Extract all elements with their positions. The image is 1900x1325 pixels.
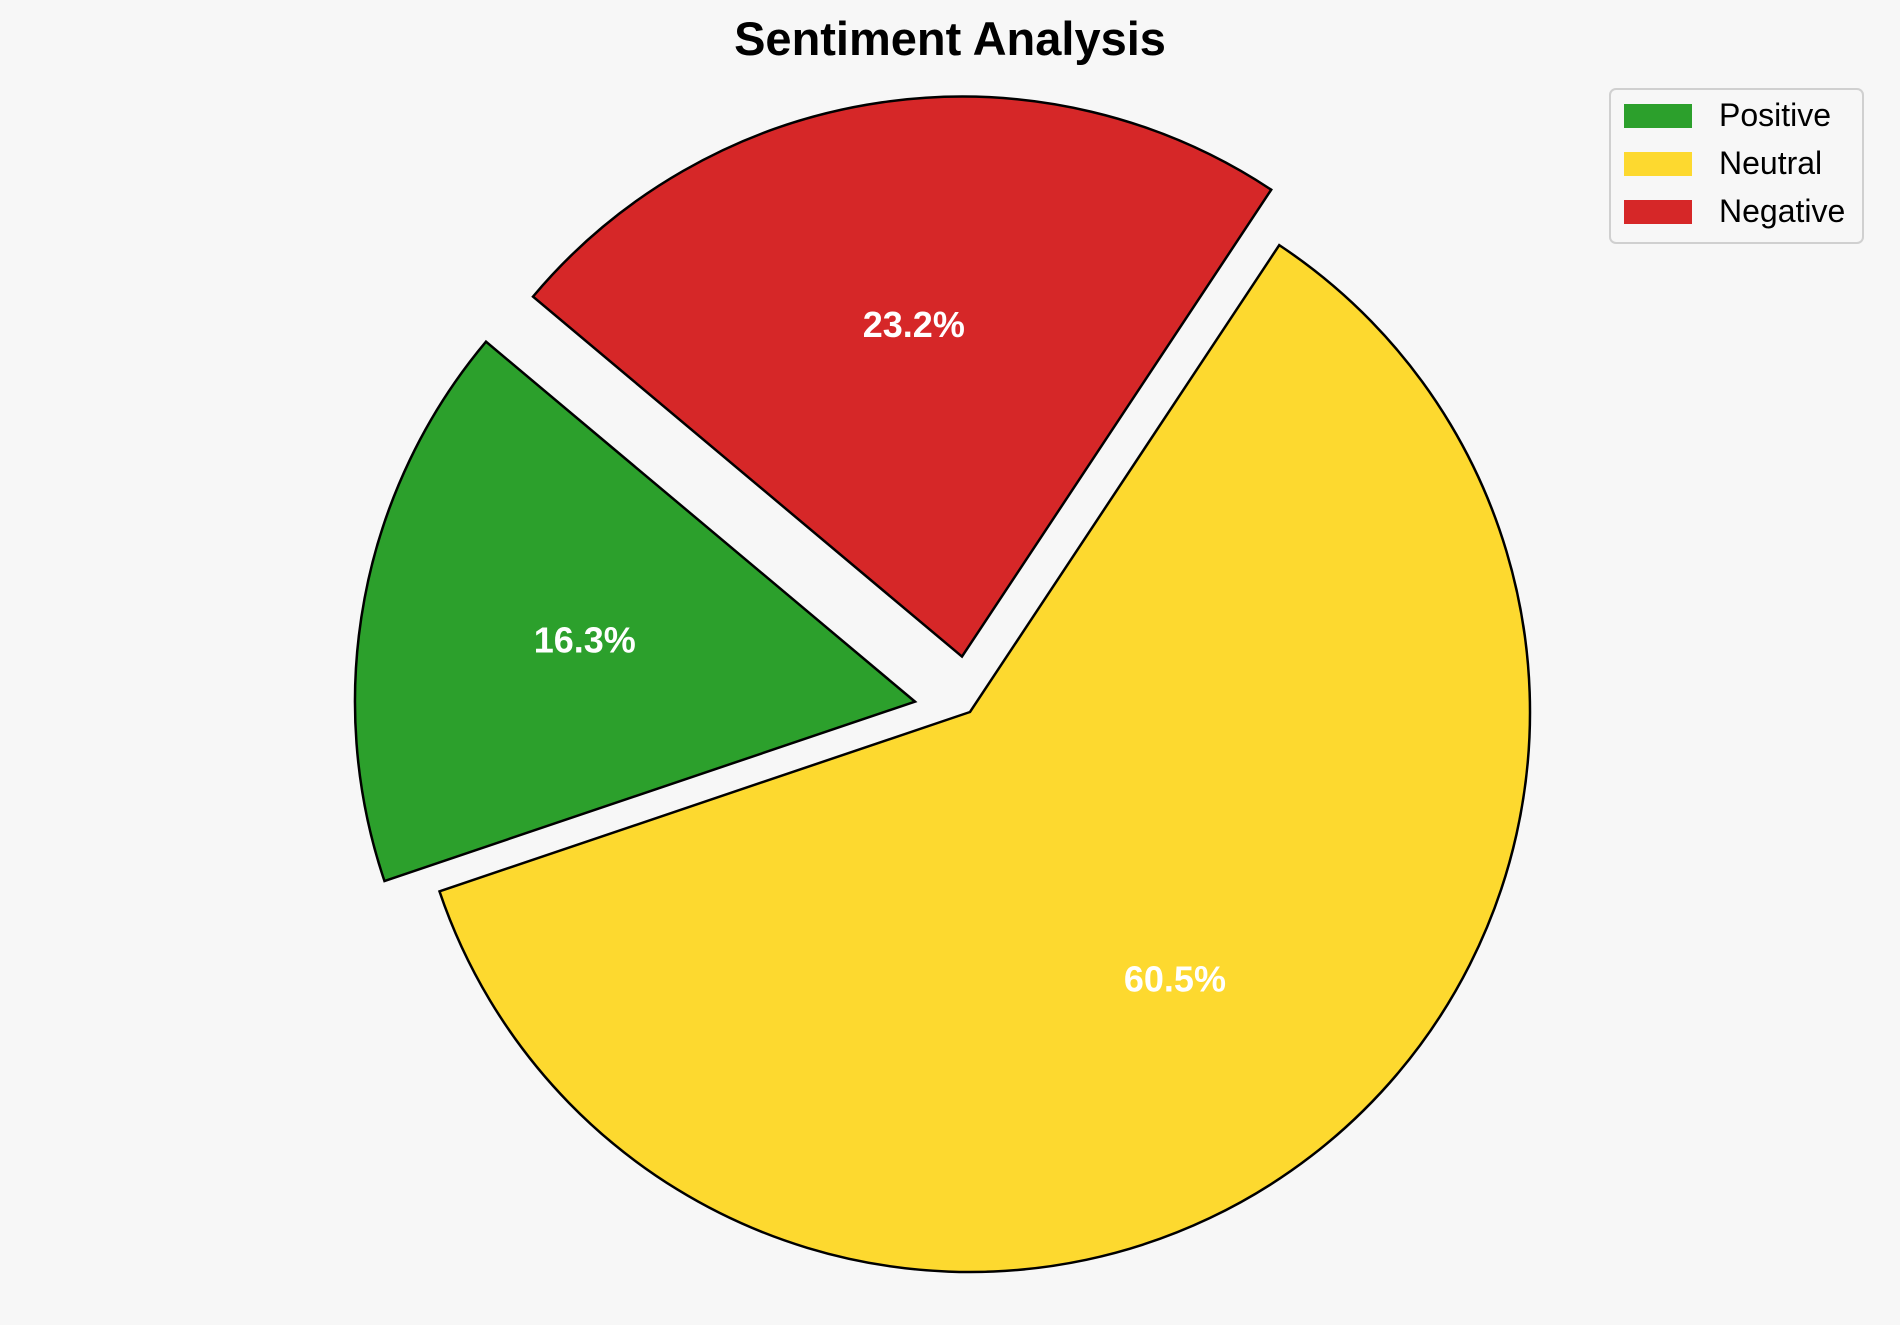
legend-swatch-positive xyxy=(1624,104,1692,128)
pie-percent-labels: 16.3% 60.5% 23.2% xyxy=(534,304,1226,999)
pct-label-neutral: 60.5% xyxy=(1124,958,1226,999)
legend-swatch-neutral xyxy=(1624,152,1692,176)
pie-slices xyxy=(353,95,1532,1274)
legend: Positive Neutral Negative xyxy=(1609,88,1864,244)
pct-label-positive: 16.3% xyxy=(534,619,636,660)
legend-label-negative: Negative xyxy=(1719,193,1845,229)
legend-swatch-negative xyxy=(1624,200,1692,224)
chart-title: Sentiment Analysis xyxy=(734,12,1166,65)
pie-slice-negative xyxy=(531,95,1273,659)
legend-label-positive: Positive xyxy=(1719,97,1831,133)
pct-label-negative: 23.2% xyxy=(863,304,965,345)
legend-items: Positive Neutral Negative xyxy=(1624,97,1845,229)
pie-slice-neutral xyxy=(437,243,1532,1274)
pie-slice-positive xyxy=(353,339,918,883)
legend-label-neutral: Neutral xyxy=(1719,145,1822,181)
